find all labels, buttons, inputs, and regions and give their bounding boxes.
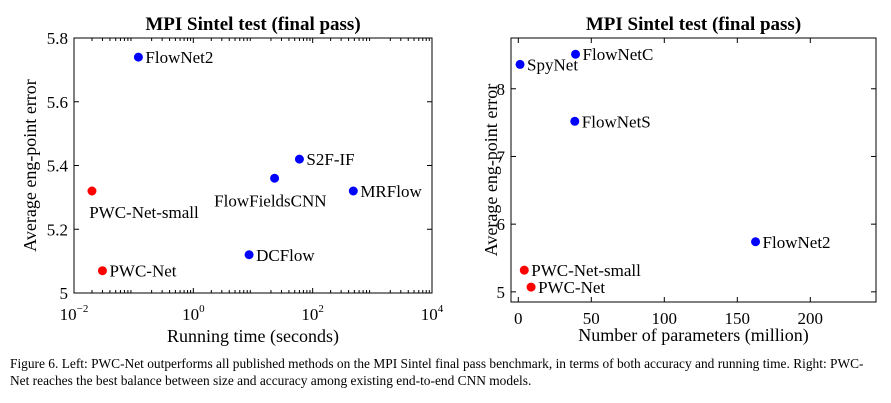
right-x-axis-label: Number of parameters (million) bbox=[578, 325, 808, 346]
right-plot-frame bbox=[510, 37, 877, 303]
left-point-label: PWC-Net bbox=[109, 262, 176, 281]
left-point-label: DCFlow bbox=[256, 246, 315, 265]
right-x-tick-label: 100 bbox=[652, 309, 678, 328]
right-x-tick-label: 200 bbox=[798, 309, 824, 328]
right-point-label: PWC-Net-small bbox=[531, 261, 641, 280]
right-chart: MPI Sintel test (final pass) 5 6 7 8 0 50 100 15… bbox=[481, 14, 877, 346]
left-x-axis-label: Running time (seconds) bbox=[167, 326, 339, 347]
left-y-tick-label: 5.2 bbox=[47, 220, 68, 239]
left-point-label: PWC-Net-small bbox=[89, 203, 199, 222]
left-data-point bbox=[294, 154, 304, 164]
left-x-tick-label: 102 bbox=[301, 303, 324, 324]
right-data-point bbox=[519, 265, 529, 275]
right-y-tick-label: 8 bbox=[497, 80, 506, 99]
left-point-label: S2F-IF bbox=[306, 150, 354, 169]
left-chart: MPI Sintel test (final pass) 5 5.2 5.4 5.6 5.… bbox=[20, 14, 444, 347]
left-data-point bbox=[348, 186, 358, 196]
right-data-point bbox=[751, 237, 761, 247]
left-data-point bbox=[244, 250, 254, 260]
figure: MPI Sintel test (final pass) 5 5.2 5.4 5.6 5.… bbox=[20, 14, 877, 347]
left-y-axis-label: Average eng-point error bbox=[20, 79, 40, 252]
right-x-tick-label: 150 bbox=[725, 309, 751, 328]
left-data-point bbox=[97, 266, 107, 276]
right-point-label: SpyNet bbox=[527, 55, 578, 74]
left-y-tick-label: 5.6 bbox=[47, 93, 68, 112]
left-x-tick-label: 104 bbox=[421, 303, 444, 324]
left-point-label: FlowNet2 bbox=[145, 48, 213, 67]
left-data-point bbox=[270, 173, 280, 183]
right-y-tick-label: 6 bbox=[497, 215, 506, 234]
right-y-tick-label: 5 bbox=[497, 283, 506, 302]
left-data-point bbox=[133, 52, 143, 62]
left-x-tick-label: 100 bbox=[182, 303, 205, 324]
right-data-point bbox=[570, 116, 580, 126]
left-point-label: FlowFieldsCNN bbox=[214, 191, 326, 210]
right-data-point bbox=[571, 49, 581, 59]
right-y-tick-label: 7 bbox=[497, 147, 506, 166]
right-chart-title: MPI Sintel test (final pass) bbox=[586, 14, 801, 35]
left-y-tick-label: 5 bbox=[60, 284, 69, 303]
right-y-axis-label: Average eng-point error bbox=[481, 84, 501, 257]
left-chart-title: MPI Sintel test (final pass) bbox=[145, 14, 360, 35]
right-point-label: FlowNet2 bbox=[763, 233, 831, 252]
left-x-tick-label: 10−2 bbox=[60, 303, 89, 324]
left-y-tick-label: 5.4 bbox=[47, 157, 69, 176]
left-point-label: MRFlow bbox=[360, 182, 422, 201]
right-point-label: PWC-Net bbox=[538, 278, 605, 297]
right-point-label: FlowNetC bbox=[583, 45, 654, 64]
left-data-point bbox=[87, 186, 97, 196]
right-x-tick-label: 50 bbox=[583, 309, 600, 328]
right-data-point bbox=[526, 282, 536, 292]
right-data-point bbox=[515, 59, 525, 69]
figure-caption: Figure 6. Left: PWC-Net outperforms all … bbox=[10, 356, 864, 388]
left-y-tick-label: 5.8 bbox=[47, 29, 68, 48]
right-point-label: FlowNetS bbox=[582, 112, 651, 131]
right-x-tick-label: 0 bbox=[514, 309, 523, 328]
